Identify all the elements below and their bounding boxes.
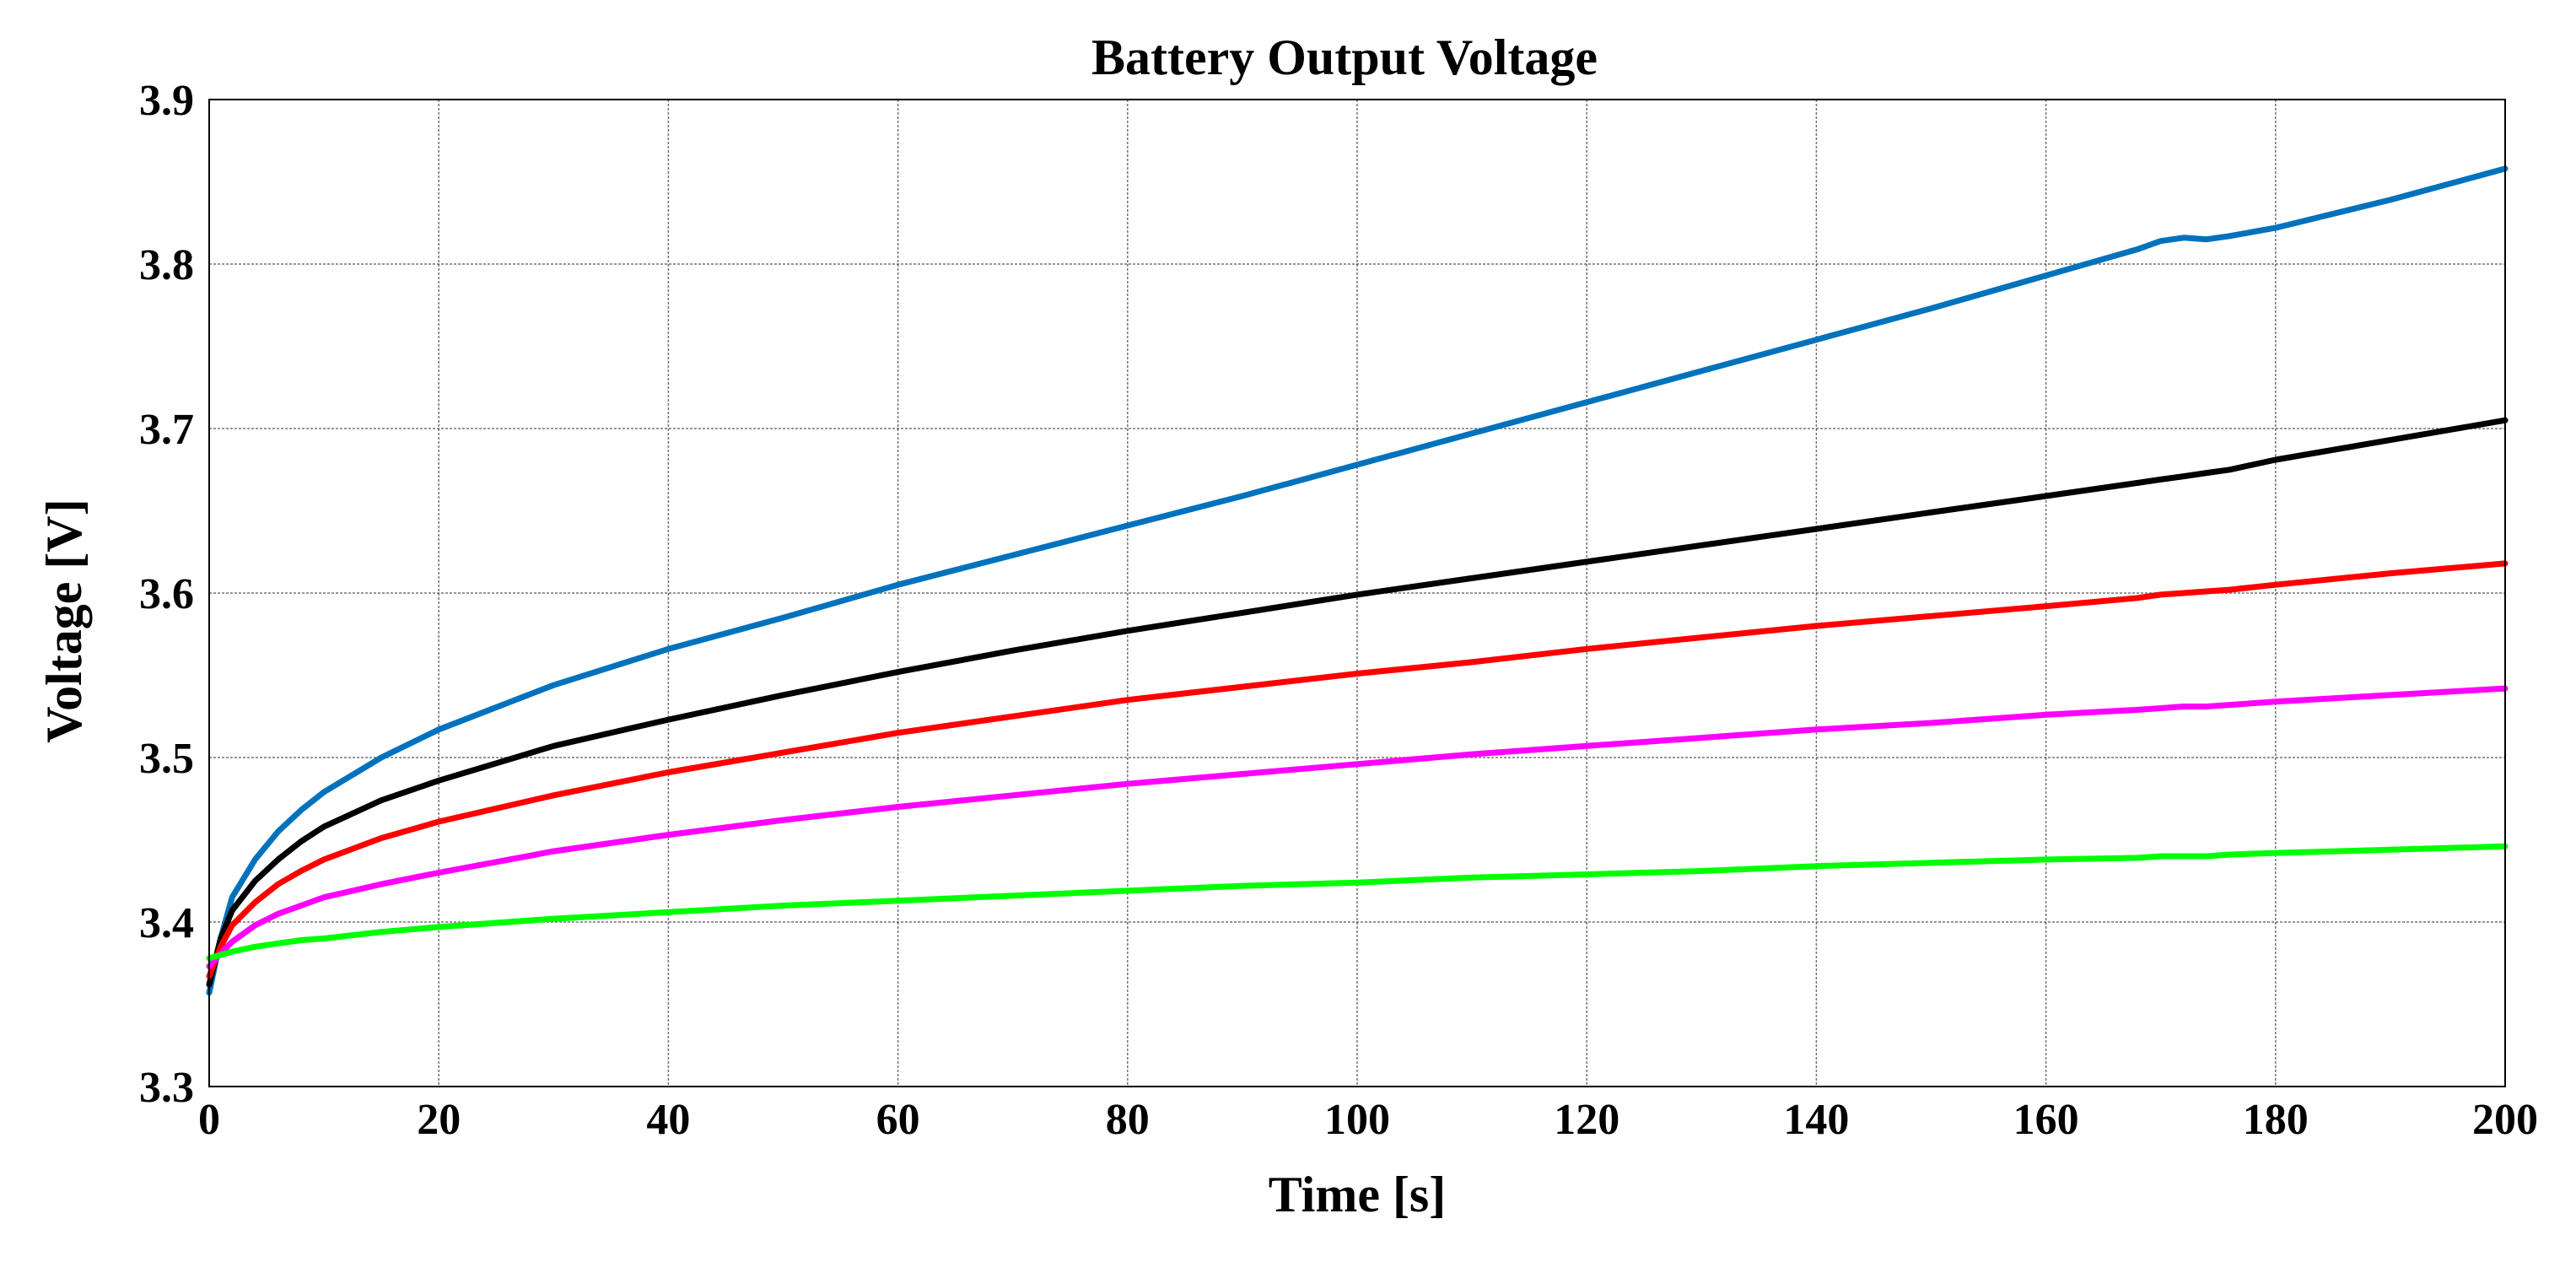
x-tick-label: 20 <box>417 1096 461 1144</box>
x-tick-label: 80 <box>1106 1096 1150 1144</box>
series-line-green <box>206 843 2509 962</box>
x-tick-label: 100 <box>1324 1096 1390 1144</box>
x-tick-label: 60 <box>876 1096 920 1144</box>
series-line-red <box>206 560 2509 979</box>
x-tick-label: 200 <box>2472 1096 2538 1144</box>
y-tick-label: 3.6 <box>139 570 194 618</box>
series-line-magenta <box>206 685 2509 970</box>
x-tick-label: 180 <box>2243 1096 2309 1144</box>
y-tick-label: 3.5 <box>139 735 194 783</box>
y-tick-label: 3.4 <box>139 899 194 947</box>
x-axis-label: Time [s] <box>1269 1167 1447 1222</box>
y-tick-label: 3.7 <box>139 406 194 454</box>
series-line-blue <box>206 165 2509 996</box>
y-axis-label: Voltage [V] <box>36 499 92 742</box>
x-tick-label: 140 <box>1783 1096 1849 1144</box>
chart-title: Battery Output Voltage <box>1091 30 1598 85</box>
y-tick-labels: 3.3 3.4 3.5 3.6 3.7 3.8 3.9 <box>139 77 194 1112</box>
x-tick-label: 40 <box>646 1096 690 1144</box>
x-tick-label: 0 <box>198 1096 220 1144</box>
x-tick-labels: 0 20 40 60 80 100 120 140 160 180 200 <box>198 1096 2538 1144</box>
x-tick-label: 160 <box>2013 1096 2079 1144</box>
plot-area-frame <box>208 99 2506 1087</box>
y-tick-label: 3.8 <box>139 241 194 289</box>
series-line-black <box>206 417 2509 988</box>
y-tick-label: 3.3 <box>139 1064 194 1112</box>
x-tick-label: 120 <box>1554 1096 1619 1144</box>
series-group <box>206 165 2509 996</box>
y-tick-label: 3.9 <box>139 77 194 125</box>
